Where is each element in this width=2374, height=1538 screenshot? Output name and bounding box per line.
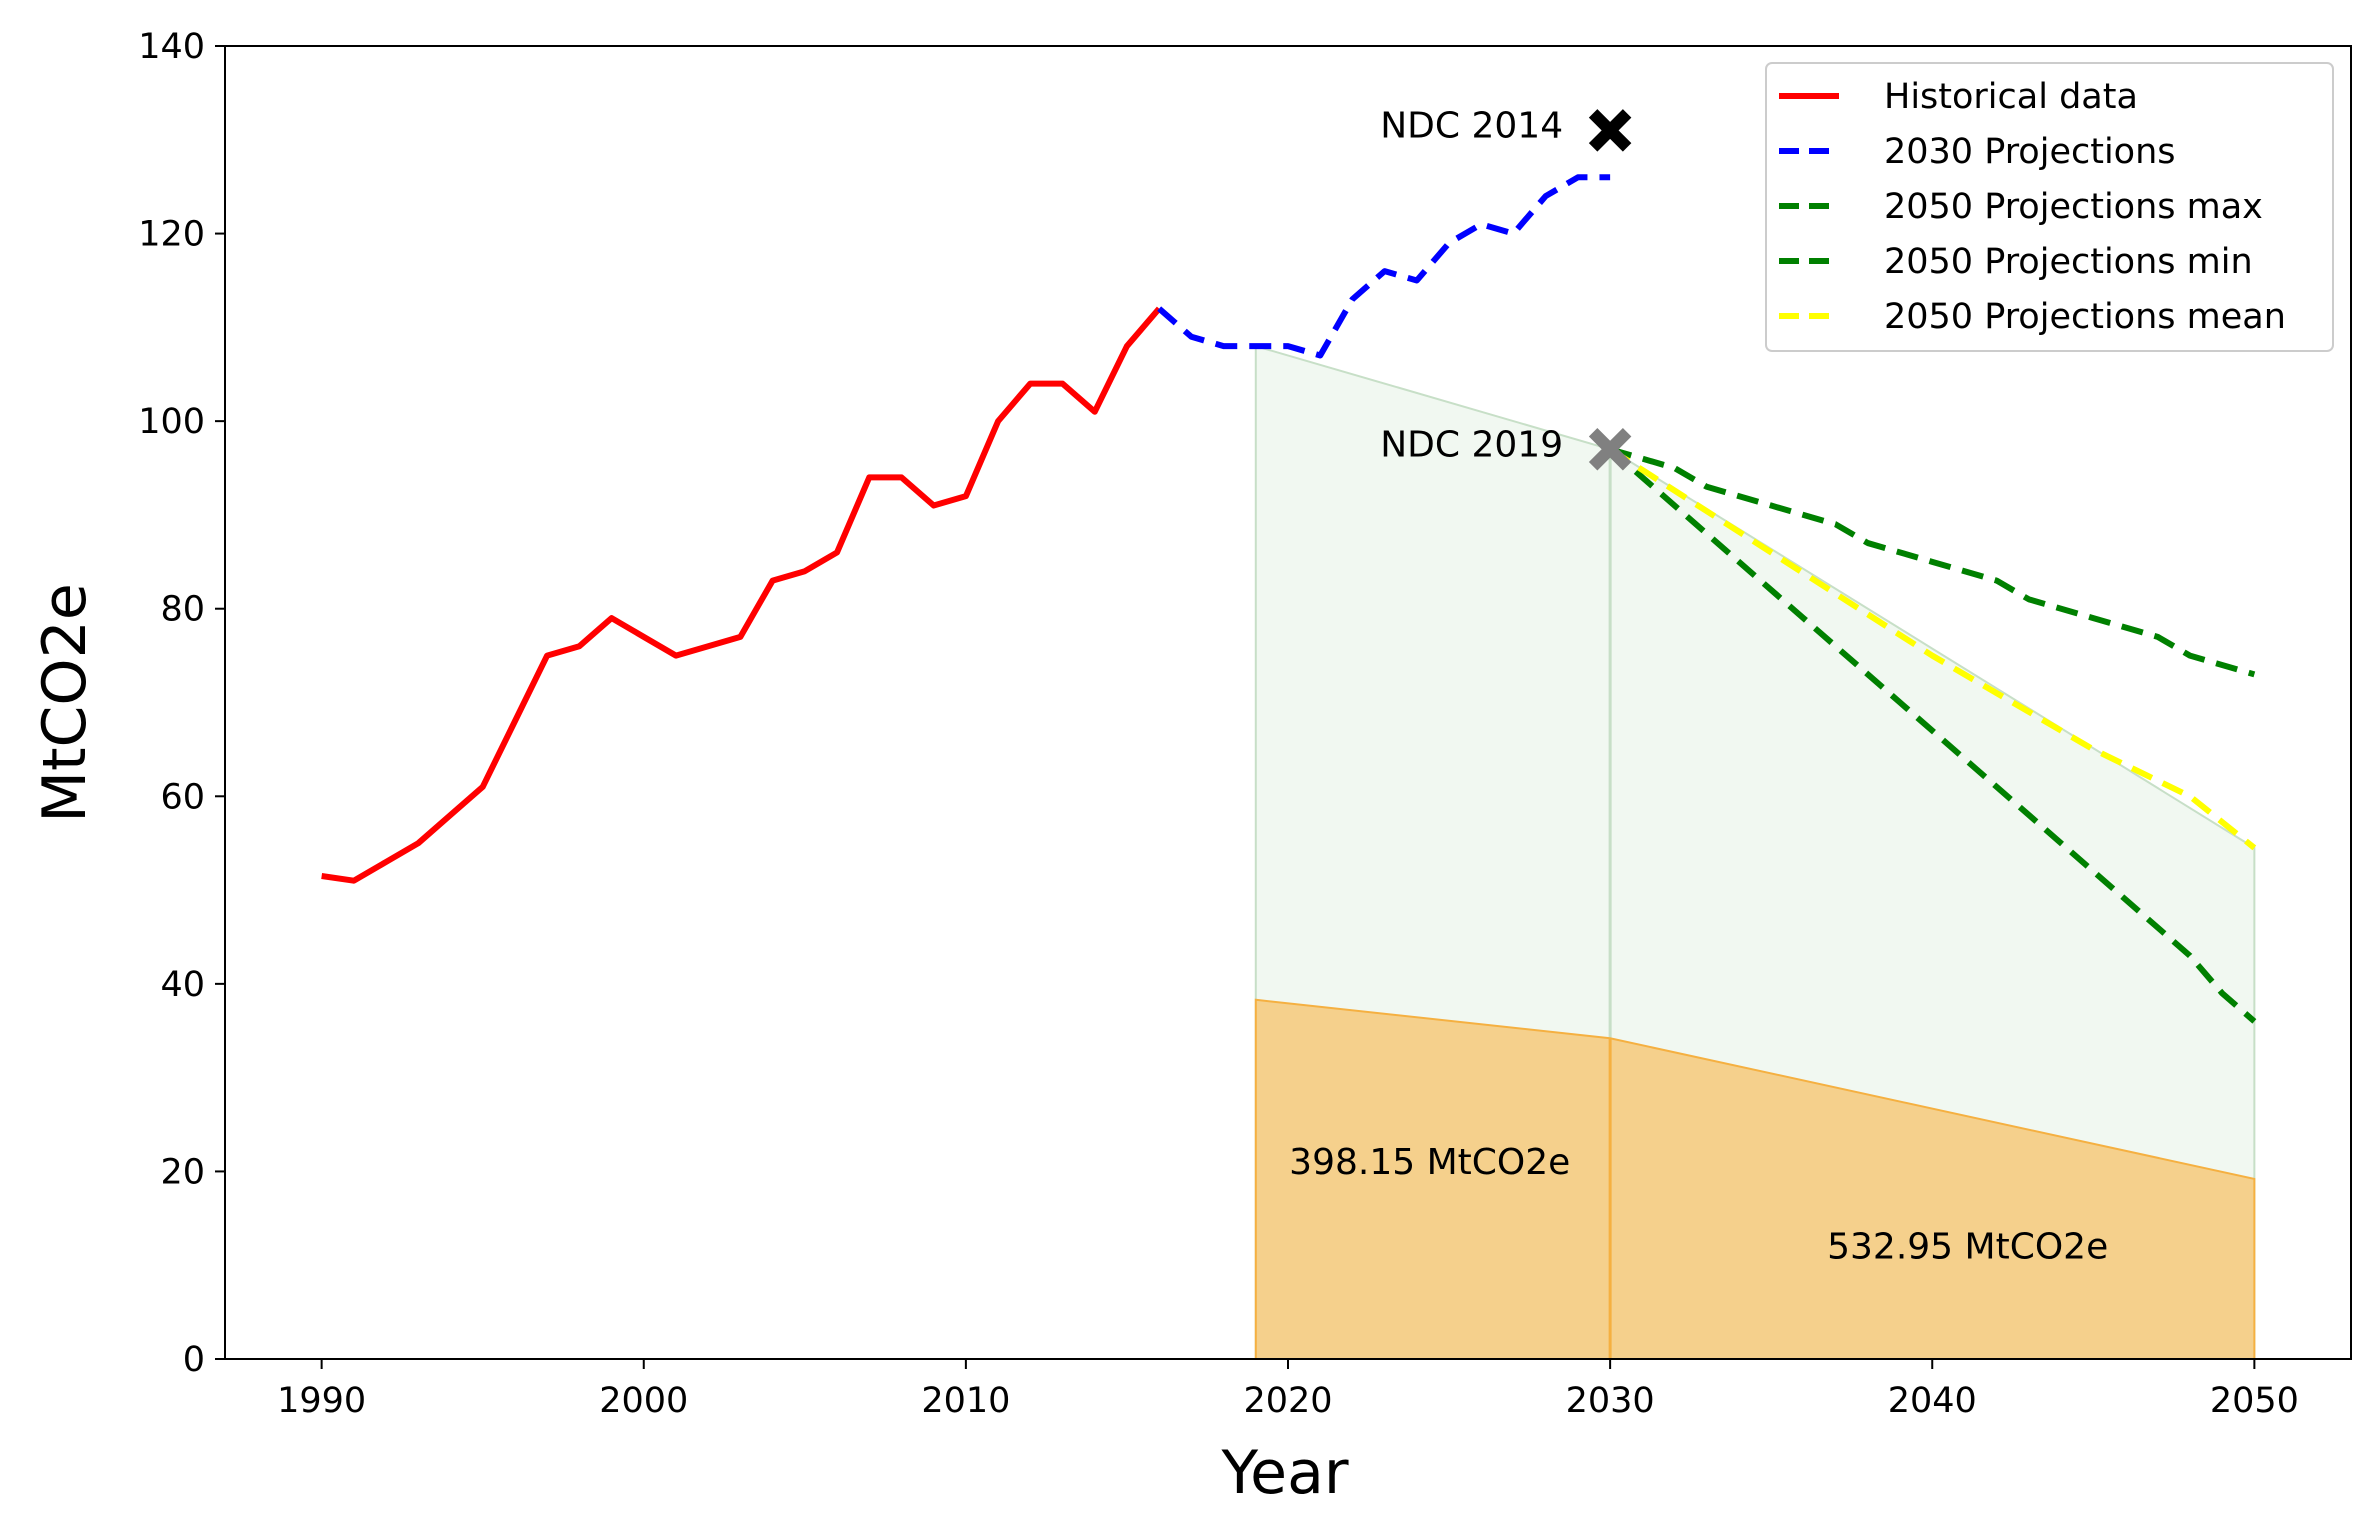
x-tick-label: 2000 — [599, 1381, 688, 1421]
x-tick-label: 2040 — [1888, 1381, 1977, 1421]
series-mean2050 — [1608, 446, 2257, 851]
x-tick-label: 2030 — [1566, 1381, 1655, 1421]
series-proj2030 — [1157, 174, 1611, 359]
legend-label-proj2030: 2030 Projections — [1884, 132, 2176, 172]
annotation-budget2: 532.95 MtCO2e — [1827, 1226, 2108, 1267]
legend-label-min2050: 2050 Projections min — [1884, 242, 2253, 282]
y-tick-label: 60 — [160, 777, 205, 817]
series-max2050 — [1609, 446, 2256, 678]
series-historical — [321, 306, 1162, 884]
y-tick-label: 20 — [160, 1152, 205, 1192]
legend-label-historical: Historical data — [1884, 77, 2138, 117]
y-tick-label: 0 — [183, 1340, 205, 1380]
y-tick-label: 100 — [138, 402, 205, 442]
annotation-budget1: 398.15 MtCO2e — [1289, 1142, 1570, 1183]
ndc2014-x-icon — [1588, 109, 1632, 152]
x-tick-label: 2020 — [1243, 1381, 1332, 1421]
legend: Historical data 2030 Projections 2050 Proj… — [1765, 62, 2334, 352]
y-tick-label: 80 — [160, 590, 205, 630]
y-axis-title: MtCO2e — [30, 583, 100, 823]
y-tick-label: 120 — [138, 215, 205, 255]
x-axis-title: Year — [1220, 1438, 1348, 1508]
annotations: 398.15 MtCO2e 532.95 MtCO2e — [1289, 1142, 2108, 1267]
y-tick-label: 40 — [160, 965, 205, 1005]
legend-label-mean2050: 2050 Projections mean — [1884, 297, 2286, 337]
marker-ndc2019: NDC 2019 — [1380, 424, 1632, 471]
legend-box — [1765, 62, 2334, 352]
x-tick-label: 2010 — [921, 1381, 1010, 1421]
ndc2019-label: NDC 2019 — [1380, 424, 1563, 465]
y-tick-label: 140 — [138, 27, 205, 67]
legend-label-max2050: 2050 Projections max — [1884, 187, 2263, 227]
data-series — [321, 174, 2257, 1024]
x-tick-label: 2050 — [2210, 1381, 2299, 1421]
ndc2019-x-icon — [1588, 428, 1632, 471]
x-tick-label: 1990 — [277, 1381, 366, 1421]
marker-ndc2014: NDC 2014 — [1380, 105, 1632, 152]
axes: 1990 2000 2010 2020 2030 2040 2050020406080100… — [138, 27, 2352, 1421]
ndc2014-label: NDC 2014 — [1380, 105, 1563, 146]
series-min2050 — [1608, 447, 2257, 1024]
ndc-markers: NDC 2014 NDC 2019 — [1380, 105, 1632, 471]
